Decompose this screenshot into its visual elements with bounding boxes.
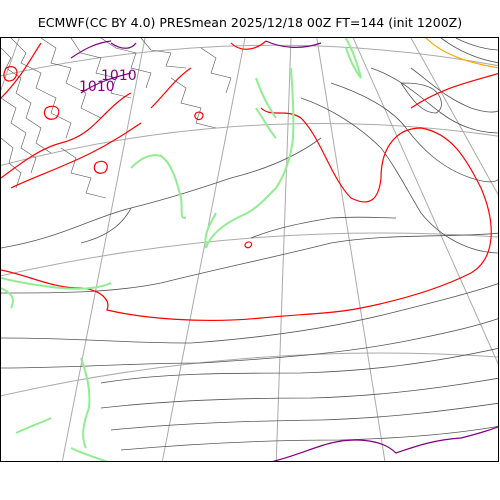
isobar-line <box>1 137 22 189</box>
isobar-line <box>1 97 37 174</box>
terrain-isobars <box>1 38 232 199</box>
isobar-line <box>250 216 397 239</box>
isobar-line <box>100 377 498 409</box>
latitude-line <box>1 44 498 77</box>
longitude-line <box>1 38 20 92</box>
coastline-philippines <box>15 417 52 434</box>
isobar-line <box>100 348 498 384</box>
isobar-1010-line <box>110 42 137 49</box>
longitude-line <box>316 38 386 461</box>
isobars-thin <box>1 38 498 451</box>
coastline-japan <box>205 67 295 249</box>
coastline-hokkaido <box>345 38 362 79</box>
isobar-line <box>40 38 102 119</box>
isobars-high <box>425 38 498 69</box>
longitude-line <box>161 38 246 461</box>
map-frame: 1010 1010 <box>0 37 499 462</box>
isobar-1010-line <box>70 40 112 59</box>
isobar-1000-line <box>230 40 267 50</box>
chart-title: ECMWF(CC BY 4.0) PRESmean 2025/12/18 00Z… <box>37 15 463 30</box>
latitude-line <box>1 352 498 397</box>
isobar-line <box>140 38 187 69</box>
coastline-primorye <box>255 107 277 139</box>
isobar-line <box>230 137 322 179</box>
isobar-line <box>60 147 107 199</box>
isobar-1000-line <box>10 122 142 189</box>
coastline-china <box>1 287 14 309</box>
isobar-line <box>1 318 498 369</box>
isobar-line <box>410 67 498 113</box>
latitude-line <box>1 122 498 166</box>
isobar-1000-line <box>1 42 42 99</box>
isobar-1010-line <box>272 426 498 461</box>
coastline-taiwan <box>80 357 91 449</box>
isobar-1000-line <box>93 160 108 174</box>
coastline-korea <box>130 154 187 219</box>
longitude-line <box>410 38 498 196</box>
coastline-china <box>1 277 112 290</box>
coastlines <box>1 38 362 461</box>
isobar-1010-label: 1010 <box>79 79 115 95</box>
isobar-line <box>1 232 498 294</box>
latitude-line <box>1 232 498 277</box>
isobars-1000 <box>1 40 498 322</box>
isobar-1000-line <box>410 72 498 109</box>
isobar-line <box>1 283 498 344</box>
isobar-line <box>170 77 217 129</box>
isobar-high-line <box>425 38 498 69</box>
isobar-1000-line <box>194 111 204 121</box>
isobar-1000-line <box>1 107 492 322</box>
coastline-sakhalin <box>255 77 277 119</box>
isobar-1000-line <box>1 92 132 179</box>
isobar-1000-line <box>3 66 18 82</box>
isobar-1000-line <box>43 105 60 120</box>
isobar-1010-label: 1010 <box>101 68 137 84</box>
coastline-japan <box>204 212 217 249</box>
isobar-line <box>330 82 498 183</box>
isobars-1010 <box>70 40 498 461</box>
isobar-line <box>70 38 132 99</box>
map-canvas: 1010 1010 <box>1 38 498 461</box>
longitude-line <box>352 38 498 365</box>
isobar-1010-line <box>265 40 322 48</box>
isobar-line <box>1 47 52 154</box>
isobar-line <box>370 67 498 134</box>
isobar-line <box>110 402 498 431</box>
isobar-1000-line <box>244 241 253 249</box>
isobar-line <box>400 82 442 114</box>
isobar-1010-line <box>80 72 132 94</box>
isobar-line <box>455 38 498 51</box>
isobar-line <box>200 47 232 94</box>
isobar-line <box>100 38 152 89</box>
isobar-1000-line <box>150 67 192 109</box>
coastline-philippines <box>70 447 109 461</box>
isobar-line <box>120 425 498 451</box>
isobar-line <box>300 97 498 254</box>
isobar-line <box>10 38 72 139</box>
longitude-line <box>275 38 292 461</box>
isobar-line <box>440 38 498 64</box>
longitude-line <box>61 38 146 461</box>
graticule <box>1 38 498 461</box>
isobar-line <box>80 207 132 244</box>
